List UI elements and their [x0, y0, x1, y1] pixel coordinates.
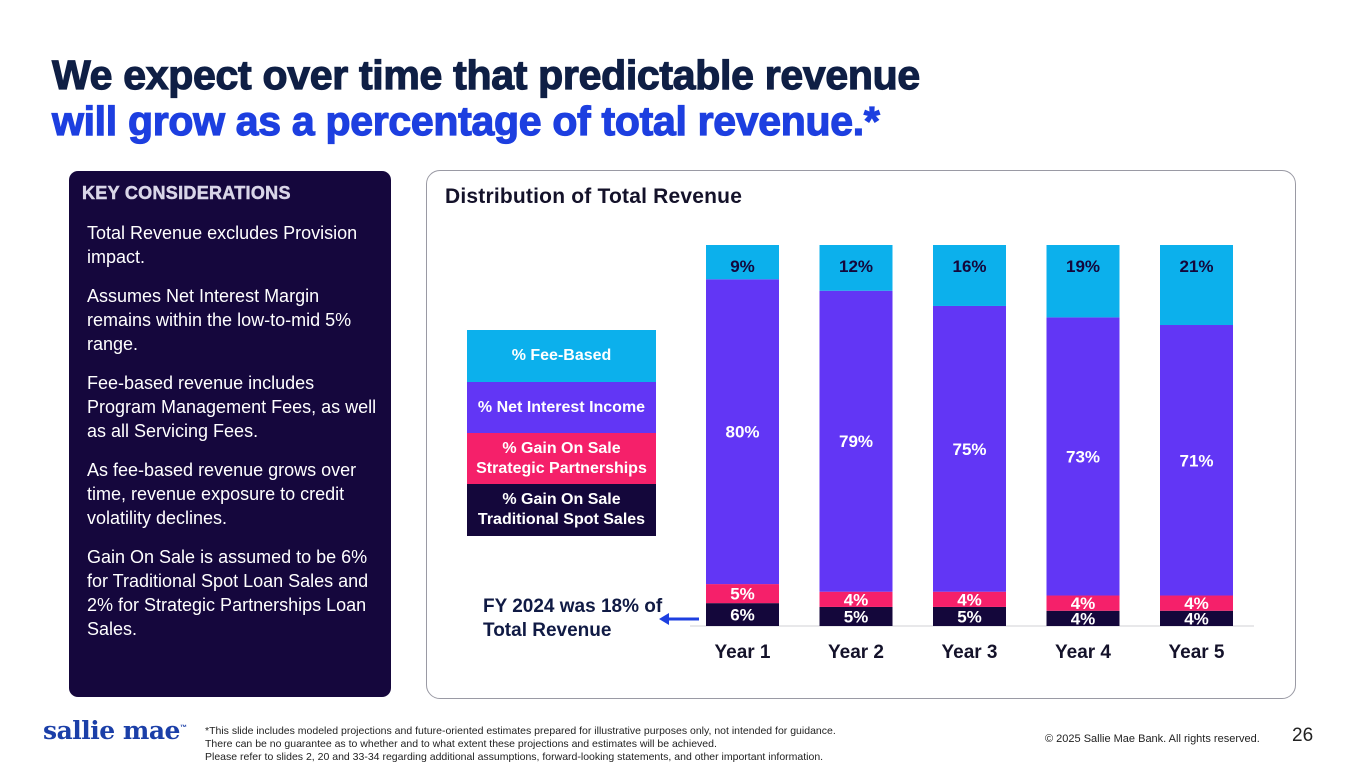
consideration-item: Total Revenue excludes Provision impact.	[87, 223, 358, 267]
chart-title: Distribution of Total Revenue	[445, 185, 743, 208]
consideration-item: As fee-based revenue grows over time, re…	[87, 460, 357, 528]
fy2024-annotation: FY 2024 was 18% of Total Revenue	[483, 595, 663, 643]
legend-gain-traditional: % Gain On Sale Traditional Spot Sales	[467, 484, 656, 536]
key-considerations-heading: KEY CONSIDERATIONS	[82, 183, 291, 204]
key-considerations-panel: KEY CONSIDERATIONS Total Revenue exclude…	[69, 171, 391, 697]
consideration-item: Assumes Net Interest Margin remains with…	[87, 286, 352, 354]
logo-text: sallie mae	[43, 716, 180, 745]
footnote-line: Please refer to slides 2, 20 and 33-34 r…	[205, 751, 824, 763]
legend-net-interest-income: % Net Interest Income	[467, 382, 656, 433]
legend-gain-strategic: % Gain On Sale Strategic Partnerships	[467, 433, 656, 484]
consideration-item: Fee-based revenue includes Program Manag…	[87, 373, 377, 441]
slide-title: We expect over time that predictable rev…	[51, 51, 920, 144]
sallie-mae-logo: sallie mae™	[43, 716, 187, 745]
consideration-item: Gain On Sale is assumed to be 6% for Tra…	[87, 547, 369, 639]
legend-fee-based: % Fee-Based	[467, 330, 656, 382]
trademark: ™	[179, 724, 187, 732]
title-line-2: will grow as a percentage of total reven…	[51, 97, 880, 144]
key-considerations-list: Total Revenue excludes Provision impact.…	[87, 221, 377, 656]
page-number: 26	[1292, 725, 1314, 746]
footnote-line: There can be no guarantee as to whether …	[205, 738, 717, 750]
fy2024-annotation-text: FY 2024 was 18% of Total Revenue	[483, 596, 663, 641]
title-line-1: We expect over time that predictable rev…	[51, 51, 920, 98]
footnote-line: *This slide includes modeled projections…	[205, 725, 836, 737]
footnote: *This slide includes modeled projections…	[205, 725, 836, 764]
copyright: © 2025 Sallie Mae Bank. All rights reser…	[1045, 733, 1260, 745]
arrow-left-icon	[659, 613, 699, 625]
